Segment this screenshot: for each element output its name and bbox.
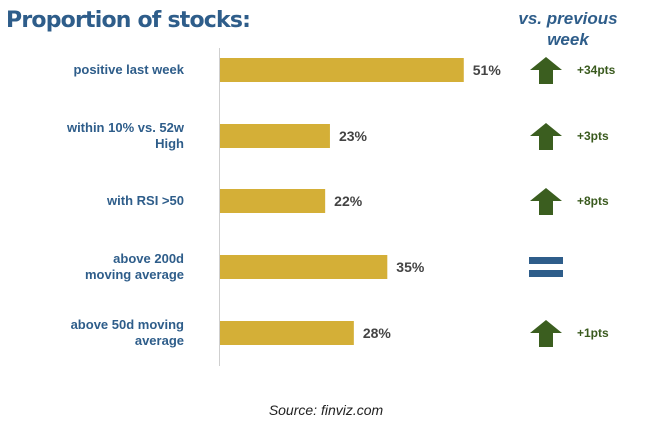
- up-arrow-icon: [530, 320, 562, 347]
- bar: [220, 124, 330, 148]
- category-label: within 10% vs. 52w: [66, 120, 185, 135]
- value-label: 23%: [339, 128, 368, 144]
- category-label: above 50d moving: [71, 317, 184, 332]
- equals-icon: [529, 257, 563, 277]
- category-label: moving average: [85, 267, 184, 282]
- up-arrow-icon: [530, 188, 562, 215]
- source-note: Source: finviz.com: [268, 402, 384, 418]
- category-label: with RSI >50: [106, 193, 184, 208]
- change-label: +1pts: [577, 326, 609, 340]
- category-axis-line: [219, 48, 220, 366]
- comparison-header: vs. previous week: [518, 9, 618, 49]
- value-label: 51%: [473, 62, 502, 78]
- value-label: 35%: [396, 259, 425, 275]
- bar: [220, 321, 354, 345]
- bar-chart: positive last week 51% +34pts within 10% vs…: [66, 57, 616, 348]
- up-arrow-icon: [530, 57, 562, 84]
- category-label: above 200d: [113, 251, 184, 266]
- value-label: 28%: [363, 325, 392, 341]
- bar: [220, 58, 464, 82]
- chart-title: Proportion of stocks:: [6, 8, 251, 33]
- change-label: +8pts: [577, 194, 609, 208]
- category-label: average: [135, 333, 184, 348]
- value-label: 22%: [334, 193, 363, 209]
- bar: [220, 189, 326, 213]
- bar: [220, 255, 388, 279]
- change-label: +3pts: [577, 129, 609, 143]
- up-arrow-icon: [530, 123, 562, 150]
- change-label: +34pts: [577, 63, 616, 77]
- category-label: High: [155, 136, 184, 151]
- category-label: positive last week: [73, 62, 184, 77]
